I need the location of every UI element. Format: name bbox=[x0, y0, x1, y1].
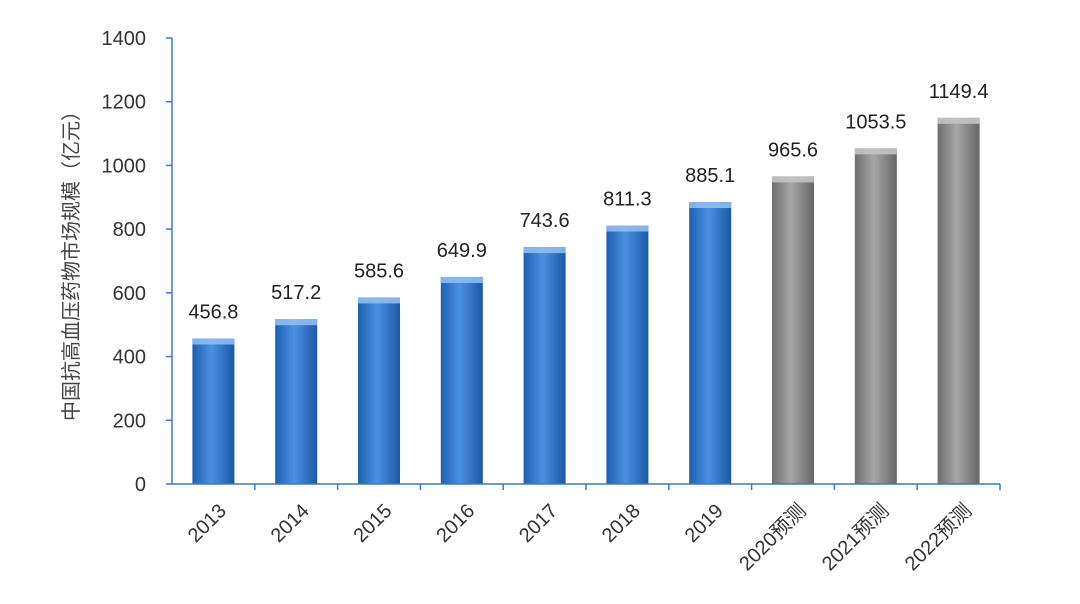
data-label: 517.2 bbox=[271, 282, 321, 304]
x-tick-label: 2019 bbox=[681, 500, 728, 547]
bar-2017 bbox=[523, 247, 566, 484]
x-tick-label: 2018 bbox=[598, 500, 645, 547]
x-tick-label: 2021预测 bbox=[817, 499, 893, 575]
bar-2019 bbox=[689, 202, 732, 485]
x-tick-label: 2014 bbox=[267, 500, 314, 547]
bar-body bbox=[440, 276, 483, 484]
y-axis-title: 中国抗高血压药物市场规模（亿元） bbox=[59, 101, 83, 421]
bar-2016 bbox=[440, 276, 483, 484]
x-tick-label: 2022预测 bbox=[900, 499, 976, 575]
bar-body bbox=[192, 338, 235, 484]
y-tick-label: 1400 bbox=[102, 28, 147, 50]
bar-top-highlight bbox=[937, 117, 980, 124]
data-label: 1053.5 bbox=[845, 111, 906, 133]
bar-body bbox=[937, 117, 980, 485]
y-tick-label: 400 bbox=[113, 347, 146, 369]
x-tick-label: 2013 bbox=[184, 500, 231, 547]
data-label: 885.1 bbox=[685, 165, 735, 187]
data-label: 965.6 bbox=[768, 139, 818, 161]
y-tick-label: 800 bbox=[113, 219, 146, 241]
bar-2021预测 bbox=[854, 148, 897, 484]
bar-body bbox=[275, 319, 318, 484]
data-label: 585.6 bbox=[354, 260, 404, 282]
data-label: 811.3 bbox=[603, 189, 652, 211]
y-tick-label: 1000 bbox=[102, 155, 147, 177]
bar-2014 bbox=[275, 319, 318, 484]
bar-body bbox=[772, 176, 814, 484]
bar-top-highlight bbox=[275, 319, 318, 326]
data-label: 456.8 bbox=[188, 301, 238, 323]
x-axis-ticks: 2013 2014 2015 2016 2017 2018 2019 2020预测 2021预测… bbox=[184, 484, 1001, 575]
bar-2020预测 bbox=[772, 176, 814, 484]
bar-top-highlight bbox=[358, 297, 400, 304]
bar-2022预测 bbox=[937, 117, 980, 485]
bars bbox=[192, 117, 980, 485]
x-tick-label: 2015 bbox=[350, 500, 397, 547]
data-label: 743.6 bbox=[520, 210, 570, 232]
y-tick-label: 0 bbox=[135, 474, 146, 496]
bar-body bbox=[358, 297, 400, 484]
bar-top-highlight bbox=[440, 276, 483, 283]
y-tick-label: 200 bbox=[113, 410, 146, 432]
bar-top-highlight bbox=[606, 225, 649, 232]
bar-top-highlight bbox=[192, 338, 235, 345]
y-axis-ticks: 0 200 400 600 800 1000 1200 1400 bbox=[102, 28, 172, 496]
x-tick-label: 2017 bbox=[515, 500, 562, 547]
bar-body bbox=[606, 225, 649, 484]
y-tick-label: 600 bbox=[113, 283, 146, 305]
data-label: 649.9 bbox=[437, 240, 487, 262]
y-tick-label: 1200 bbox=[102, 92, 147, 114]
data-labels: 456.8 517.2 585.6 649.9 743.6 811.3 885.1 965.6… bbox=[188, 81, 988, 324]
bar-2015 bbox=[358, 297, 400, 484]
bar-2018 bbox=[606, 225, 649, 484]
data-label: 1149.4 bbox=[929, 81, 989, 103]
bar-body bbox=[523, 247, 566, 484]
bar-top-highlight bbox=[854, 148, 897, 155]
bar-top-highlight bbox=[523, 247, 566, 254]
bar-body bbox=[689, 202, 732, 485]
bar-body bbox=[854, 148, 897, 484]
bar-2013 bbox=[192, 338, 235, 484]
x-tick-label: 2016 bbox=[432, 500, 479, 547]
x-tick-label: 2020预测 bbox=[735, 499, 811, 575]
bar-top-highlight bbox=[772, 176, 814, 183]
bar-top-highlight bbox=[689, 202, 732, 209]
